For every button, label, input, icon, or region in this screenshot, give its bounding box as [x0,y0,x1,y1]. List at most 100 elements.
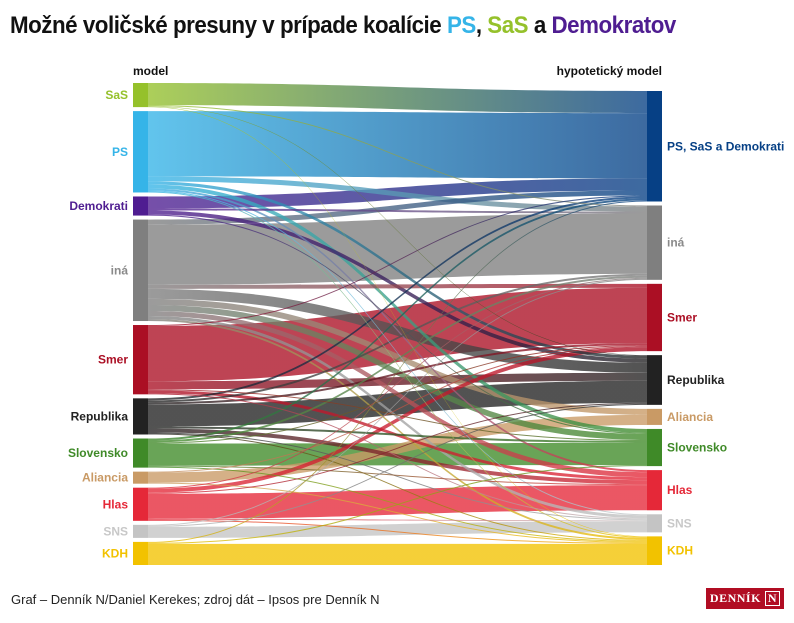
flow-PS-to-Hlas[interactable] [148,188,647,473]
flow-Republika-to-KDH[interactable] [148,433,647,541]
flow-PS-to-SNS[interactable] [148,190,647,516]
flow-Republika-to-Slovensko[interactable] [148,426,647,444]
flow-ina-to-KDH[interactable] [148,319,647,540]
title-and: a [528,12,552,39]
title-text: Možné voličské presuny v prípade koalíci… [10,12,447,39]
flow-Slovensko-to-Smer[interactable] [148,345,647,444]
flow-ina-to-Slovensko[interactable] [148,304,647,440]
left-label-SaS: SaS [105,88,128,102]
left-label-PS: PS [112,145,128,159]
flow-ina-to-SNS[interactable] [148,316,647,519]
title-ps: PS [446,12,476,39]
flow-Republika-to-ina[interactable] [148,273,647,403]
flow-Hlas-to-KDH[interactable] [148,519,647,544]
title-dem: Demokratov [551,12,677,39]
right-node-Slovensko[interactable] [647,428,662,467]
right-node-Smer[interactable] [647,283,662,352]
flow-Smer-to-Republika[interactable] [148,372,647,390]
right-node-Hlas[interactable] [647,470,662,511]
left-header: model [133,64,168,78]
right-header: hypotetický model [557,64,662,78]
left-label-SNS: SNS [103,524,128,538]
flow-PS-to-Republika[interactable] [148,181,647,359]
flow-KDH-to-Slovensko[interactable] [148,465,647,544]
flow-Smer-to-SNS[interactable] [148,393,647,520]
right-label-KDH: KDH [667,544,693,558]
flow-Demokrati-to-Slovensko[interactable] [148,214,647,434]
flow-SaS-to-Republika[interactable] [148,106,647,356]
flow-PS-to-PSSD[interactable] [148,111,647,179]
right-label-Slovensko: Slovensko [667,441,727,455]
left-label-Smer: Smer [98,353,128,367]
left-node-SaS[interactable] [133,83,148,108]
title-comma: , [475,12,488,39]
right-node-ina[interactable] [647,205,662,280]
flow-Slovensko-to-Hlas[interactable] [148,465,647,486]
left-node-PS[interactable] [133,111,148,193]
flow-Hlas-to-Smer[interactable] [148,347,647,493]
dennik-n-logo[interactable]: DENNÍK N [706,588,784,609]
title-sas: SaS [487,12,529,39]
flow-ina-to-Aliancia[interactable] [148,298,647,415]
source-footer: Graf – Denník N/Daniel Kerekes; zdroj dá… [11,592,380,607]
right-label-Republika: Republika [667,373,725,387]
left-node-Smer[interactable] [133,325,148,395]
flow-Smer-to-PSSD[interactable] [148,195,647,327]
left-node-Aliancia[interactable] [133,471,148,484]
right-label-PSSD: PS, SaS a Demokrati [667,139,784,153]
left-node-ina[interactable] [133,219,148,322]
left-node-Hlas[interactable] [133,487,148,521]
flow-PS-to-Slovensko[interactable] [148,184,647,433]
left-label-Demokrati: Demokrati [69,199,128,213]
right-node-Republika[interactable] [647,355,662,405]
left-label-Republika: Republika [71,409,129,423]
flow-Smer-to-Slovensko[interactable] [148,389,647,441]
flow-Demokrati-to-ina[interactable] [148,208,647,214]
flow-PS-to-KDH[interactable] [148,191,647,538]
left-node-Republika[interactable] [133,398,148,435]
flow-Republika-to-Smer[interactable] [148,343,647,405]
left-label-Aliancia: Aliancia [82,471,128,485]
left-node-SNS[interactable] [133,524,148,538]
right-node-KDH[interactable] [647,536,662,565]
right-node-Aliancia[interactable] [647,408,662,425]
chart-title: Možné voličské presuny v prípade koalíci… [10,12,676,40]
flow-PS-to-ina[interactable] [148,176,647,212]
right-label-SNS: SNS [667,516,692,530]
flow-SNS-to-ina[interactable] [148,278,647,526]
left-label-KDH: KDH [102,546,128,560]
right-node-PSSD[interactable] [647,91,662,202]
flow-Hlas-to-SNS[interactable] [148,518,647,522]
flow-Republika-to-PSSD[interactable] [148,196,647,401]
flow-SaS-to-KDH[interactable] [148,106,647,537]
left-label-ina: iná [111,263,129,277]
flow-Hlas-to-Republika[interactable] [148,402,647,494]
left-node-KDH[interactable] [133,541,148,565]
flow-Aliancia-to-Aliancia[interactable] [148,414,647,483]
right-label-Smer: Smer [667,310,697,324]
left-node-Demokrati[interactable] [133,196,148,216]
flow-SaS-to-PSSD[interactable] [148,83,647,114]
right-label-ina: iná [667,236,685,250]
left-node-Slovensko[interactable] [133,438,148,468]
right-label-Hlas: Hlas [667,483,693,497]
flow-SaS-to-ina[interactable] [148,105,647,207]
left-label-Slovensko: Slovensko [68,446,128,460]
flow-Republika-to-SNS[interactable] [148,432,647,521]
flow-Slovensko-to-ina[interactable] [148,275,647,443]
flow-ina-to-PSSD[interactable] [148,190,647,225]
flow-Aliancia-to-KDH[interactable] [148,482,647,543]
flow-KDH-to-KDH[interactable] [148,543,647,565]
flow-SNS-to-SNS[interactable] [148,521,647,538]
flow-ina-to-ina[interactable] [148,213,647,285]
flow-KDH-to-PSSD[interactable] [148,200,647,543]
flow-SNS-to-Republika[interactable] [148,403,647,527]
left-label-Hlas: Hlas [103,497,129,511]
flow-Aliancia-to-Smer[interactable] [148,346,647,473]
flow-Hlas-to-ina[interactable] [148,277,647,489]
flow-Slovensko-to-PSSD[interactable] [148,198,647,441]
right-label-Aliancia: Aliancia [667,410,713,424]
right-node-SNS[interactable] [647,514,662,533]
